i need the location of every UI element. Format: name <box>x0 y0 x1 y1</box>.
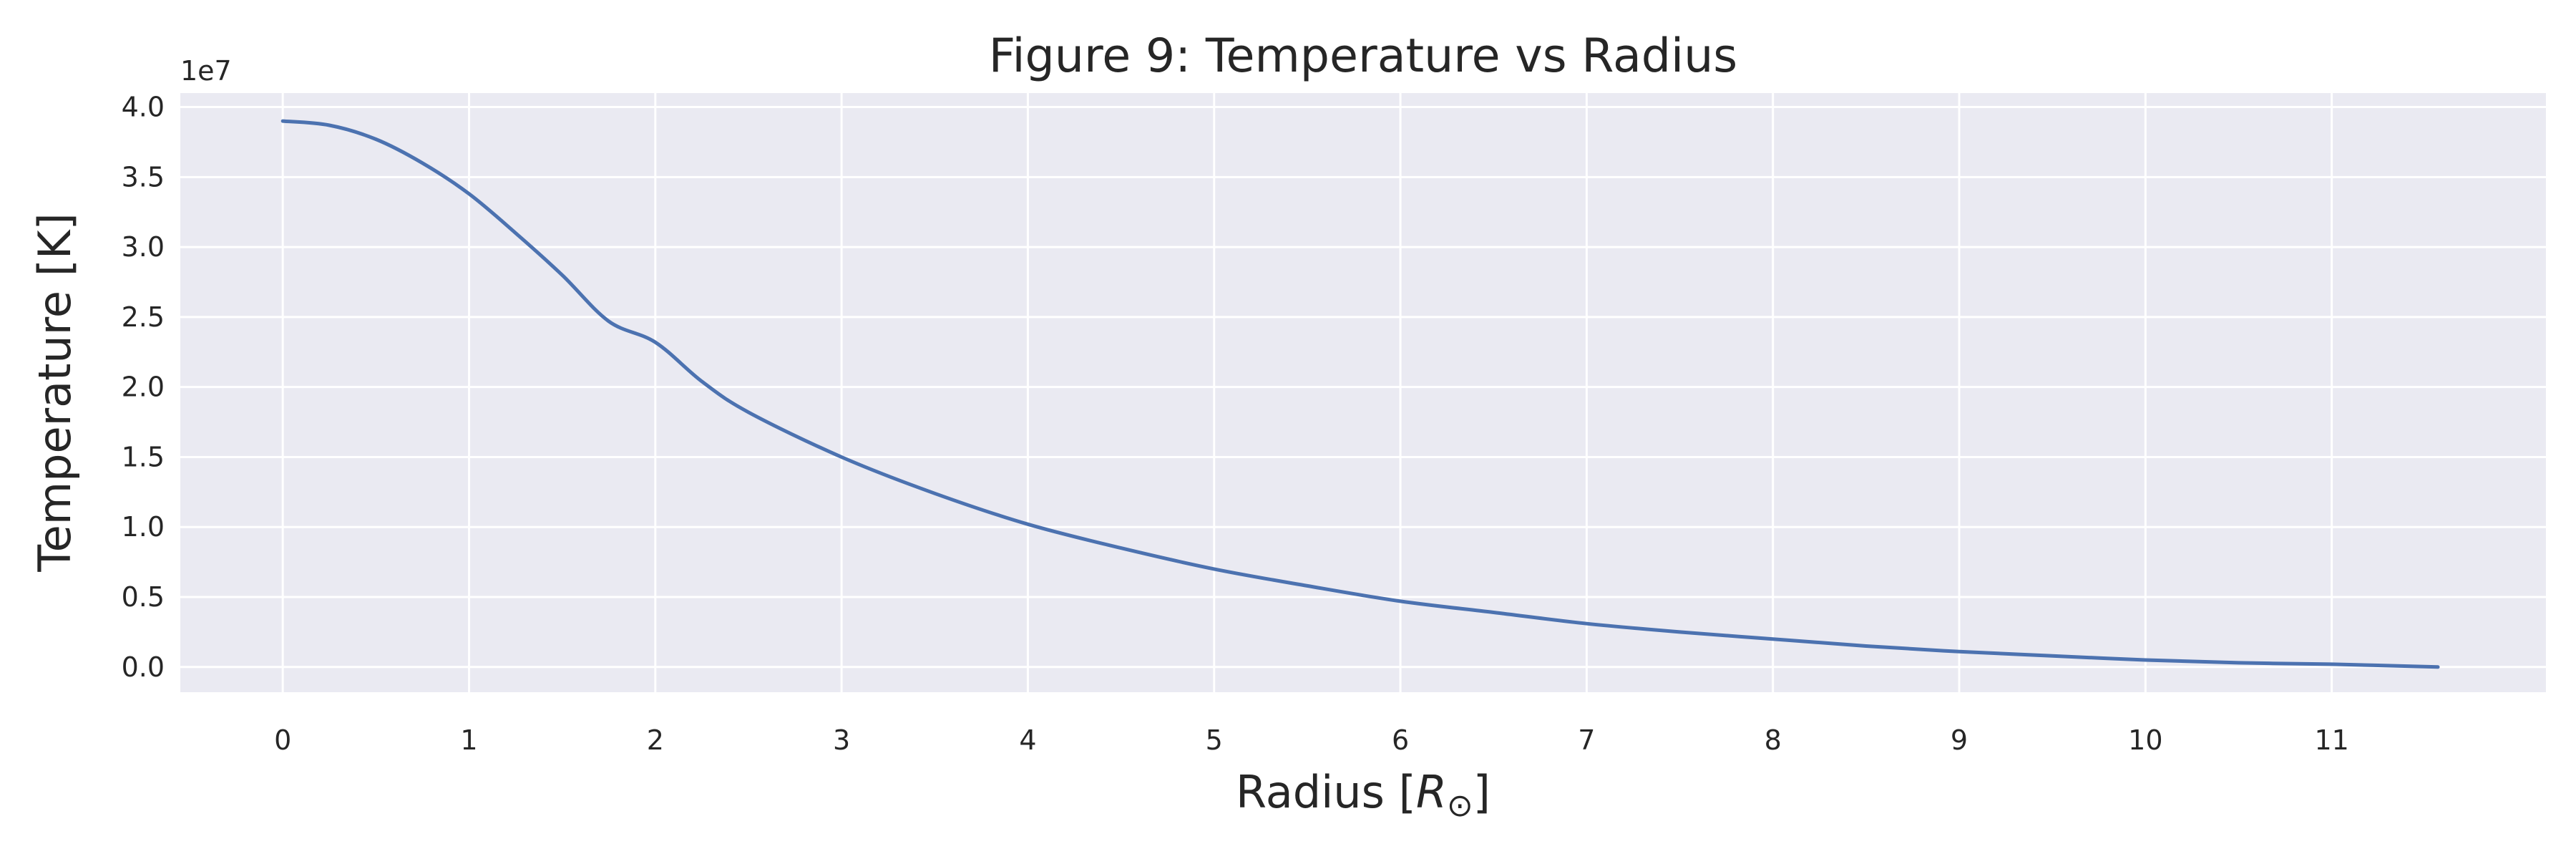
plot-background <box>180 93 2546 692</box>
y-tick-label: 2.0 <box>122 372 165 403</box>
x-axis-label-open-bracket: [ <box>1385 766 1416 818</box>
x-axis-label-close-bracket: ] <box>1473 766 1491 818</box>
y-tick-label: 3.5 <box>122 161 165 193</box>
series-layer <box>280 119 2440 669</box>
y-tick-label: 1.0 <box>122 511 165 543</box>
x-tick-label: 3 <box>833 724 850 756</box>
chart-title: Figure 9: Temperature vs Radius <box>989 29 1737 83</box>
series-line-temperature <box>280 119 2440 669</box>
x-axis-label-unit-subscript: ⊙ <box>1447 787 1473 824</box>
x-tick-label: 11 <box>2314 724 2348 756</box>
x-tick-labels: 0 1 2 3 4 5 6 7 8 9 10 11 <box>274 724 2349 756</box>
y-axis-label: Temperature [K] <box>29 213 81 572</box>
x-tick-label: 9 <box>1951 724 1968 756</box>
y-offset-label: 1e7 <box>180 55 232 87</box>
x-tick-label: 8 <box>1765 724 1782 756</box>
y-tick-label: 0.5 <box>122 581 165 613</box>
x-tick-label: 2 <box>647 724 664 756</box>
x-tick-label: 4 <box>1019 724 1036 756</box>
x-tick-label: 1 <box>460 724 477 756</box>
x-tick-label: 7 <box>1578 724 1595 756</box>
y-tick-label: 0.0 <box>122 651 165 683</box>
y-tick-labels: 0.0 0.5 1.0 1.5 2.0 2.5 3.0 3.5 4.0 <box>122 92 165 683</box>
x-axis-label-unit: R <box>1416 766 1447 818</box>
y-tick-label: 2.5 <box>122 301 165 333</box>
x-axis-label-text: Radius <box>1236 766 1385 818</box>
x-tick-label: 5 <box>1206 724 1223 756</box>
x-tick-label: 10 <box>2128 724 2162 756</box>
y-tick-label: 3.0 <box>122 231 165 263</box>
x-axis-label: Radius [R⊙] <box>1236 766 1491 824</box>
x-tick-label: 6 <box>1392 724 1409 756</box>
x-tick-label: 0 <box>274 724 291 756</box>
y-tick-label: 1.5 <box>122 441 165 472</box>
y-tick-label: 4.0 <box>122 92 165 123</box>
